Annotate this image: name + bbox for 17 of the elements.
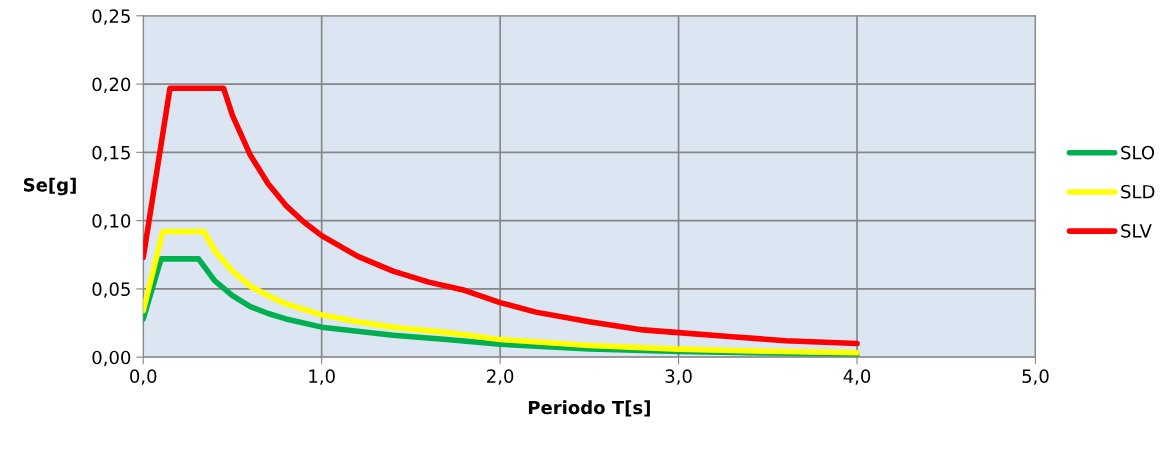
x-tick-label: 5,0 — [1022, 369, 1049, 385]
y-axis-title: Se[g] — [23, 177, 76, 196]
y-tick-label: 0,05 — [92, 282, 130, 298]
y-tick-label: 0,00 — [92, 350, 131, 367]
y-tick-label: 0,25 — [92, 9, 130, 25]
y-tick-label: 0,20 — [92, 77, 131, 94]
legend-label: SLV — [1121, 224, 1152, 238]
legend-label: SLO — [1121, 145, 1155, 160]
y-tick-label: 0,10 — [92, 214, 131, 230]
y-tick-label: 0,15 — [92, 145, 130, 162]
x-tick-label: 0,0 — [130, 369, 157, 385]
x-tick-label: 3,0 — [665, 369, 692, 385]
x-tick-label: 4,0 — [843, 369, 871, 385]
x-tick-label: 1,0 — [309, 369, 335, 385]
x-axis-title: Periodo T[s] — [528, 400, 650, 417]
legend-label: SLD — [1121, 184, 1155, 199]
x-tick-label: 2,0 — [487, 369, 514, 385]
